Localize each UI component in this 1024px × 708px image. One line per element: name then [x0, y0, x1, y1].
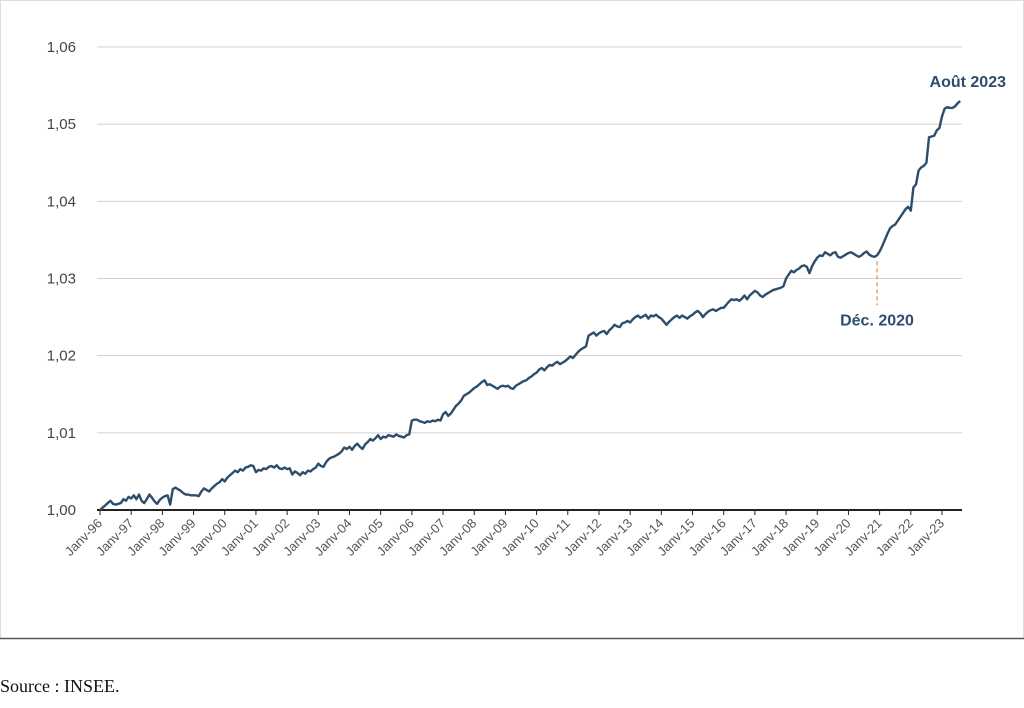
- y-tick-label: 1,03: [47, 271, 76, 288]
- y-tick-label: 1,02: [47, 348, 76, 365]
- y-tick-label: 1,04: [47, 193, 76, 210]
- chart-frame: [0, 0, 1024, 639]
- source: Source : INSEE.: [0, 676, 120, 696]
- y-tick-label: 1,06: [47, 39, 76, 56]
- annotation: Déc. 2020: [840, 312, 914, 329]
- annotation: Août 2023: [930, 74, 1007, 91]
- y-tick-label: 1,05: [47, 116, 76, 133]
- chart: 1,001,011,021,031,041,051,06Janv-96Janv-…: [0, 0, 1024, 640]
- y-tick-label: 1,00: [47, 502, 76, 519]
- y-tick-label: 1,01: [47, 425, 76, 442]
- series-line: [99, 100, 961, 511]
